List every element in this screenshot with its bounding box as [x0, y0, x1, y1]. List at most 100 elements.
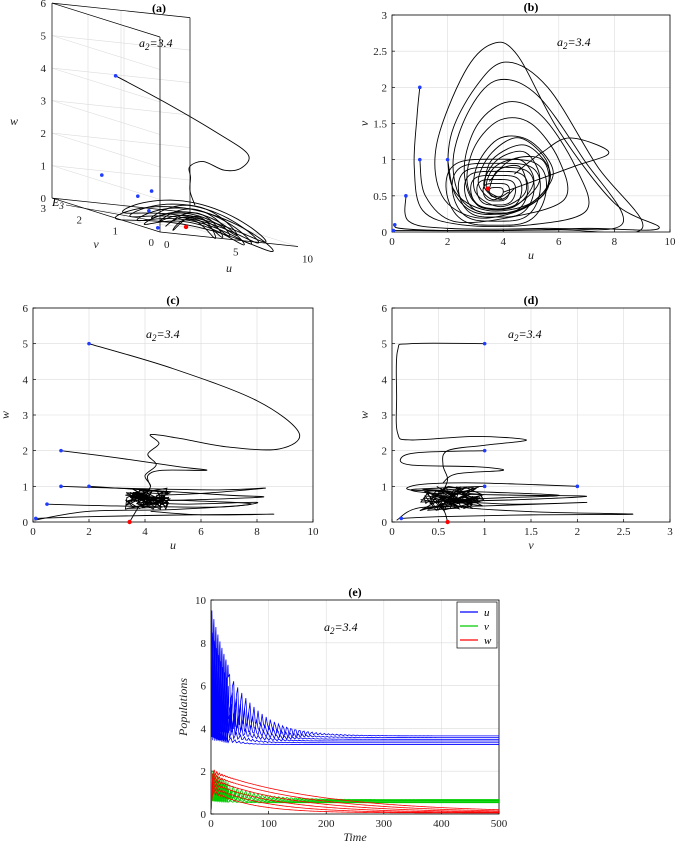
x-tick-label: 4 — [142, 526, 148, 538]
trajectory-line — [143, 211, 245, 246]
panel-b: 0 2 4 6 8 10 0 0.5 1 1.5 2 2.5 3 (b) u v a2=3.4 — [357, 0, 676, 262]
x-tick-label: 300 — [376, 818, 393, 830]
y-tick-label: 3 — [382, 10, 388, 22]
x-tick-label: 0 — [389, 526, 395, 538]
floor-gridline — [123, 220, 263, 236]
x-tick-label: 8 — [612, 236, 618, 248]
initial-point — [391, 228, 396, 233]
x-tick-label: 2 — [86, 526, 92, 538]
initial-point — [100, 173, 104, 177]
x-tick-label: 6 — [556, 236, 562, 248]
y-tick-label: 0 — [201, 809, 207, 821]
initial-point — [149, 189, 154, 193]
initial-point — [34, 516, 38, 521]
panel-title: (a) — [152, 1, 166, 15]
y-axis-label: w — [0, 411, 12, 419]
u-axis-line — [159, 231, 299, 247]
v-tick-label: 2 — [77, 214, 83, 226]
initial-point — [418, 85, 422, 90]
u-tick-label: 5 — [233, 246, 239, 258]
series-w-line — [211, 777, 499, 813]
initial-point — [59, 484, 63, 489]
initial-point — [482, 448, 487, 453]
trajectories — [395, 342, 634, 522]
initial-point — [482, 341, 487, 346]
x-tick-label: 10 — [308, 526, 320, 538]
legend: uvw — [456, 601, 498, 649]
y-tick-label: 10 — [195, 595, 207, 607]
trajectory-line — [445, 158, 547, 226]
w-tick-label: 6 — [41, 0, 47, 10]
y-tick-label: 2.5 — [373, 46, 387, 58]
series-v-line — [211, 787, 499, 803]
y-tick-label: 2 — [382, 82, 388, 94]
equilibrium-label: E3 — [51, 195, 64, 211]
initial-point — [399, 516, 404, 521]
y-tick-label: 4 — [382, 374, 388, 386]
y-tick-label: 4 — [23, 374, 29, 386]
y-tick-label: 3 — [23, 410, 29, 422]
x-tick-label: 0 — [208, 818, 214, 830]
w-tick-label: 0 — [41, 193, 47, 205]
panel-e: 0 100 200 300 400 500 0 2 4 6 8 10 (e) Time Population… — [176, 585, 508, 844]
panel-title: (b) — [524, 0, 539, 14]
x-tick-label: 4 — [500, 236, 506, 248]
trajectory-line — [129, 500, 146, 522]
series-u-line — [211, 632, 499, 741]
u-tick-label: 10 — [302, 254, 314, 266]
trajectory-line — [457, 166, 535, 218]
trajectory-line — [34, 499, 252, 521]
trajectory-line — [396, 500, 588, 521]
legend-label: v — [484, 621, 489, 633]
trajectory-line — [35, 510, 275, 519]
y-tick-label: 2 — [201, 766, 207, 778]
w-tick-label: 4 — [41, 63, 47, 75]
equilibrium-pointer — [65, 204, 151, 221]
wall-gridline — [51, 132, 161, 168]
panel-title: (c) — [166, 293, 179, 307]
x-tick-label: 200 — [318, 818, 335, 830]
x-axis-label: Time — [343, 830, 367, 844]
x-tick-label: 2.5 — [617, 526, 631, 538]
x-tick-label: 10 — [665, 236, 677, 248]
box-edge — [51, 197, 191, 213]
initial-point — [136, 194, 140, 198]
panel-c: 0 2 4 6 8 10 0 1 2 3 4 5 6 (c) u w a2=3.4 — [0, 293, 319, 552]
initial-point — [418, 157, 422, 162]
x-tick-label: 400 — [433, 818, 450, 830]
equilibrium-point — [445, 519, 450, 525]
legend-label: u — [484, 607, 490, 619]
x-tick-label: 0.5 — [431, 526, 445, 538]
trajectory-line — [114, 206, 274, 253]
trajectory-line — [122, 199, 267, 243]
initial-point — [392, 222, 397, 227]
trajectory-line — [406, 482, 578, 501]
v-tick-label: 1 — [113, 226, 119, 238]
series-w-line — [211, 773, 499, 813]
trajectory-line — [419, 117, 569, 224]
y-tick-label: 0 — [382, 517, 388, 529]
initial-point — [59, 448, 63, 453]
trajectory-line — [399, 450, 504, 484]
series-u-line — [211, 610, 499, 741]
trajectory-line — [419, 485, 485, 512]
wall-gridline — [51, 100, 161, 135]
x-axis-label: v — [528, 538, 534, 552]
initial-point — [482, 484, 487, 489]
equilibrium-point — [183, 224, 189, 230]
y-tick-label: 8 — [201, 638, 207, 650]
v-tick-label: 0 — [149, 237, 155, 249]
w-tick-label: 3 — [41, 96, 47, 108]
y-tick-label: 6 — [201, 681, 207, 693]
y-axis-label: Populations — [176, 678, 190, 737]
trajectory-line — [394, 61, 644, 232]
u-axis-label: u — [226, 261, 232, 275]
trajectories — [34, 343, 301, 522]
trajectories — [114, 75, 274, 253]
wall-gridline — [51, 67, 161, 103]
v-axis-line — [51, 197, 161, 233]
y-tick-label: 4 — [201, 723, 207, 735]
panel-title: (e) — [348, 585, 361, 599]
